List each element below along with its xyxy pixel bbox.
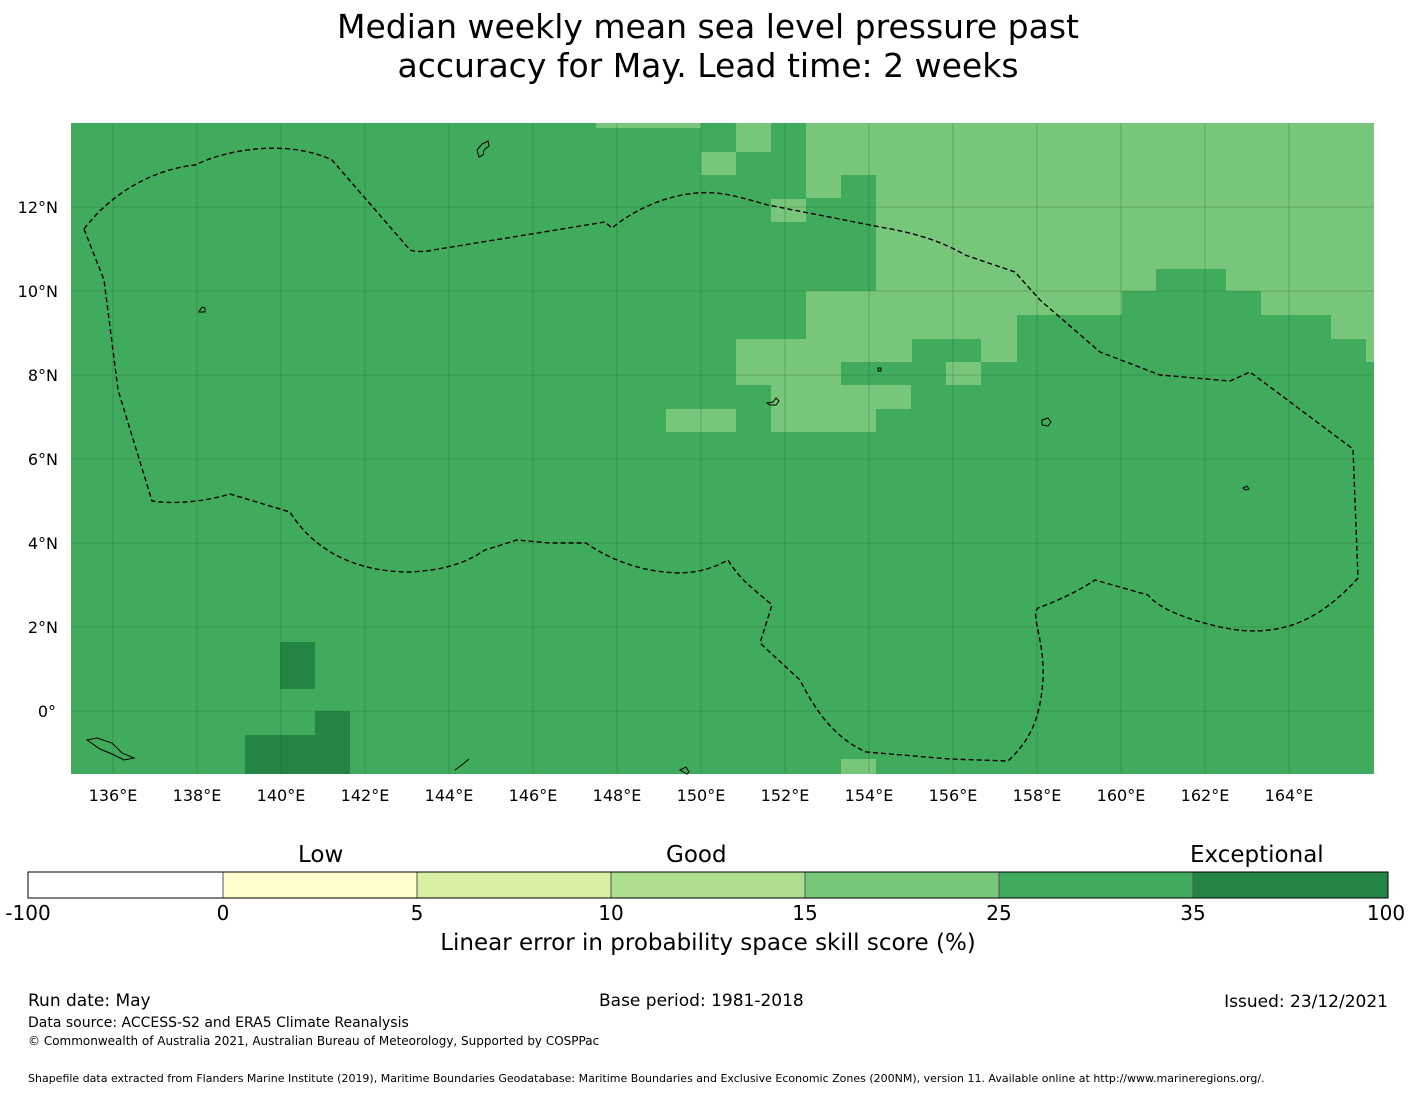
colorbar-tick: -100 bbox=[5, 901, 51, 925]
islands bbox=[85, 140, 1250, 775]
legend-category-good: Good bbox=[666, 842, 727, 868]
lon-label: 148°E bbox=[593, 786, 642, 805]
lon-label: 142°E bbox=[341, 786, 390, 805]
lat-label: 10°N bbox=[18, 282, 58, 301]
lat-label: 6°N bbox=[28, 450, 58, 469]
lon-label: 146°E bbox=[509, 786, 558, 805]
lat-label: 4°N bbox=[28, 534, 58, 553]
run-date: Run date: May bbox=[28, 991, 151, 1011]
colorbar-segment bbox=[223, 872, 417, 898]
lon-label: 162°E bbox=[1181, 786, 1230, 805]
legend-category-exceptional: Exceptional bbox=[1190, 842, 1324, 868]
lat-label: 0° bbox=[38, 702, 56, 721]
lon-label: 138°E bbox=[173, 786, 222, 805]
issued-date: Issued: 23/12/2021 bbox=[1224, 992, 1388, 1012]
lon-label: 140°E bbox=[257, 786, 306, 805]
skill-cells-35-100 bbox=[245, 642, 350, 774]
graticule bbox=[71, 123, 1374, 774]
lat-label: 2°N bbox=[28, 618, 58, 637]
legend-category-low: Low bbox=[298, 842, 344, 868]
colorbar-tick: 10 bbox=[598, 901, 624, 925]
colorbar-tick: 25 bbox=[986, 901, 1012, 925]
colorbar-segment bbox=[417, 872, 611, 898]
colorbar-segment bbox=[805, 872, 999, 898]
lon-label: 144°E bbox=[425, 786, 474, 805]
colorbar-label: Linear error in probability space skill … bbox=[440, 930, 976, 956]
data-source: Data source: ACCESS-S2 and ERA5 Climate … bbox=[28, 1015, 409, 1031]
skill-grid bbox=[71, 123, 1374, 774]
colorbar-segment bbox=[611, 872, 805, 898]
lon-label: 136°E bbox=[89, 786, 138, 805]
lon-label: 164°E bbox=[1265, 786, 1314, 805]
colorbar-tick: 35 bbox=[1180, 901, 1206, 925]
lon-label: 160°E bbox=[1097, 786, 1146, 805]
lon-label: 150°E bbox=[677, 786, 726, 805]
colorbar-tick: 0 bbox=[216, 901, 230, 925]
map-title-line-1: Median weekly mean sea level pressure pa… bbox=[337, 7, 1079, 46]
lon-label: 154°E bbox=[845, 786, 894, 805]
colorbar-segment bbox=[28, 872, 223, 898]
map-title-line-2: accuracy for May. Lead time: 2 weeks bbox=[397, 46, 1019, 85]
lat-label: 8°N bbox=[28, 366, 58, 385]
eez-boundary-west bbox=[83, 147, 1359, 762]
colorbar-tick: 5 bbox=[410, 901, 424, 925]
colorbar-tick: 100 bbox=[1366, 901, 1406, 925]
lon-label: 152°E bbox=[761, 786, 810, 805]
lat-label: 12°N bbox=[18, 198, 58, 217]
lon-label: 156°E bbox=[929, 786, 978, 805]
shapefile-credit: Shapefile data extracted from Flanders M… bbox=[28, 1072, 1265, 1085]
colorbar-segment bbox=[999, 872, 1193, 898]
lon-label: 158°E bbox=[1013, 786, 1062, 805]
skill-cells-15-25 bbox=[596, 123, 1374, 774]
colorbar-tick: 15 bbox=[792, 901, 818, 925]
copyright-notice: © Commonwealth of Australia 2021, Austra… bbox=[28, 1034, 600, 1048]
colorbar bbox=[27, 871, 1389, 899]
colorbar-segment bbox=[1193, 872, 1388, 898]
base-period: Base period: 1981-2018 bbox=[599, 991, 804, 1011]
